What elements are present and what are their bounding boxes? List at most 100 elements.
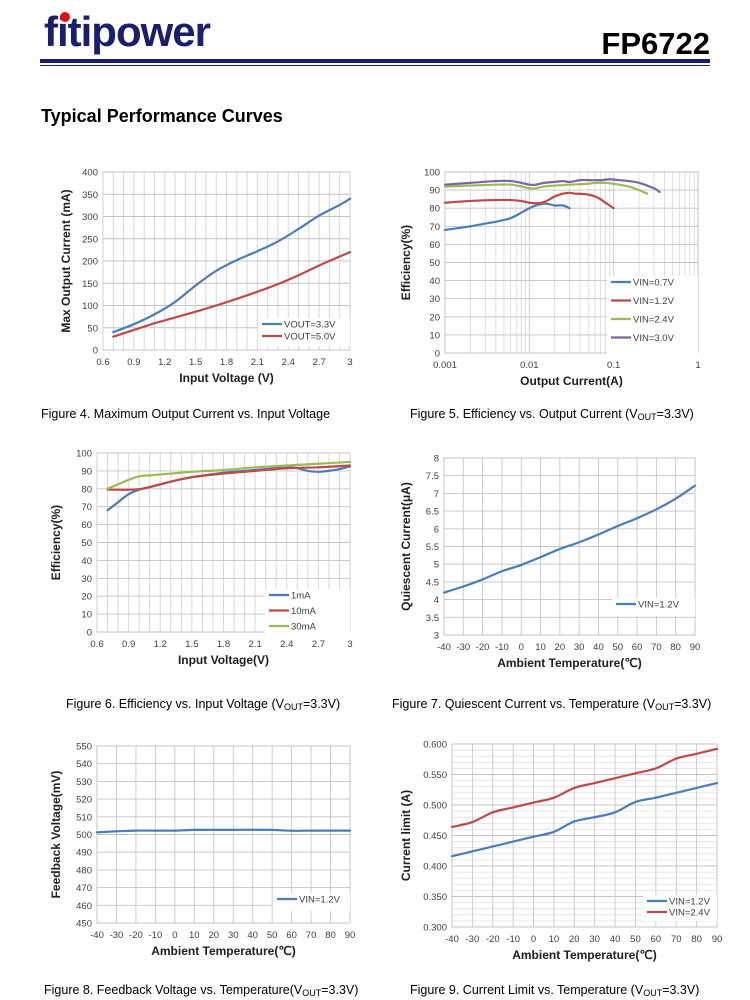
x-tick-label: 2.4	[280, 639, 293, 650]
y-tick-label: 50	[81, 538, 92, 549]
y-tick-label: 20	[429, 312, 440, 323]
y-tick-label: 0.350	[423, 892, 447, 903]
y-tick-label: 460	[76, 901, 92, 912]
x-axis-title: Ambient Temperature(℃)	[497, 656, 642, 670]
header-rule-thin	[40, 65, 710, 66]
y-tick-label: 100	[76, 449, 92, 460]
x-tick-label: 30	[589, 934, 600, 945]
y-tick-label: 60	[81, 520, 92, 531]
y-tick-label: 0.400	[423, 862, 447, 873]
y-tick-label: 40	[429, 276, 440, 287]
x-tick-label: 30	[228, 930, 239, 941]
x-tick-label: 0	[172, 930, 177, 941]
y-tick-label: 450	[76, 919, 92, 930]
x-axis-title: Output Current(A)	[520, 374, 623, 388]
x-tick-label: 70	[306, 930, 317, 941]
y-tick-label: 520	[76, 795, 92, 806]
chart-fig7: 3 3.5 4 4.5 5 5.5 6 6.5 7 7.5 8 -40 -30 -20 -10 0 10 20 30…	[399, 454, 700, 671]
chart-fig5: 0 10 20 30 40 50 60 70 80 90 100 0.001 0.01 0.1 1 Outpu…	[399, 168, 701, 389]
x-tick-label: -40	[445, 934, 459, 945]
x-tick-label: 1	[695, 360, 700, 371]
y-tick-label: 80	[429, 204, 440, 215]
legend-label: VIN=2.4V	[633, 315, 675, 326]
legend-label: 10mA	[291, 606, 316, 617]
y-tick-label: 550	[76, 742, 92, 753]
x-tick-label: 50	[267, 930, 278, 941]
x-tick-label: -40	[437, 642, 451, 653]
y-axis-title: Efficiency(%)	[49, 505, 63, 580]
y-tick-label: 6	[434, 524, 439, 535]
part-number: FP6722	[601, 26, 710, 61]
legend-label: VOUT=5.0V	[284, 332, 336, 343]
x-tick-label: -20	[476, 642, 490, 653]
x-tick-label: 40	[610, 934, 621, 945]
y-tick-label: 0.550	[423, 770, 447, 781]
x-tick-label: -30	[456, 642, 470, 653]
x-tick-label: 60	[651, 934, 662, 945]
y-tick-label: 0.450	[423, 831, 447, 842]
caption-fig9: Figure 9. Current Limit vs. Temperature …	[410, 983, 700, 998]
x-tick-label: 0.01	[520, 360, 539, 371]
y-tick-label: 100	[82, 301, 98, 312]
series-line-vin-0-7v	[443, 202, 571, 232]
x-tick-label: -40	[90, 930, 104, 941]
y-tick-label: 8	[434, 454, 439, 465]
y-tick-label: 0.300	[423, 923, 447, 934]
y-tick-label: 250	[82, 234, 98, 245]
y-axis-title: Current limit (A)	[399, 790, 413, 881]
x-tick-label: 30	[574, 642, 585, 653]
x-tick-label: -10	[506, 934, 520, 945]
legend-label: VIN=0.7V	[633, 278, 675, 289]
y-axis-title: Quiescent Current(μA)	[399, 482, 413, 611]
legend-label: 30mA	[291, 622, 316, 633]
x-tick-label: 60	[286, 930, 297, 941]
series-line-vin-1-2v	[443, 191, 615, 210]
y-axis-title: Feedback Voltage(mV)	[49, 771, 63, 899]
y-tick-label: 510	[76, 812, 92, 823]
x-tick-label: 50	[630, 934, 641, 945]
y-tick-label: 470	[76, 883, 92, 894]
y-tick-label: 10	[429, 330, 440, 341]
y-tick-label: 0	[87, 628, 92, 639]
y-tick-label: 0.500	[423, 801, 447, 812]
legend-label: VIN=1.2V	[669, 897, 711, 908]
y-tick-label: 500	[76, 830, 92, 841]
x-tick-label: 2.1	[251, 357, 264, 368]
y-tick-label: 40	[81, 556, 92, 567]
series-line-vin-2-4v	[450, 747, 719, 829]
series-line-30ma	[106, 460, 352, 490]
section-title: Typical Performance Curves	[41, 106, 283, 126]
x-tick-label: 0.1	[607, 360, 620, 371]
x-tick-label: 0.001	[433, 360, 457, 371]
x-tick-label: 20	[555, 642, 566, 653]
y-tick-label: 10	[81, 610, 92, 621]
series-line-vout-3-3v	[112, 197, 352, 334]
x-tick-label: 90	[345, 930, 356, 941]
y-tick-label: 3	[434, 631, 439, 642]
legend-label: VIN=1.2V	[633, 296, 675, 307]
legend-box	[258, 318, 350, 346]
y-tick-label: 150	[82, 279, 98, 290]
y-tick-label: 70	[81, 502, 92, 513]
legend-box	[265, 589, 350, 640]
x-axis-title: Input Voltage(V)	[178, 653, 269, 667]
x-tick-label: 70	[671, 934, 682, 945]
legend-label: 1mA	[291, 591, 311, 602]
x-tick-label: 3	[347, 357, 352, 368]
x-tick-label: 3	[347, 639, 352, 650]
series-line-10ma	[106, 464, 352, 491]
y-tick-label: 6.5	[426, 507, 439, 518]
x-tick-label: 1.8	[217, 639, 230, 650]
legend-box	[612, 598, 695, 616]
x-tick-label: 1.5	[189, 357, 202, 368]
x-axis-title: Ambient Temperature(℃)	[151, 944, 296, 958]
x-tick-label: -20	[486, 934, 500, 945]
caption-fig4: Figure 4. Maximum Output Current vs. Inp…	[41, 407, 331, 421]
y-tick-label: 4	[434, 595, 439, 606]
x-tick-label: -20	[129, 930, 143, 941]
legend-label: VIN=3.0V	[633, 333, 675, 344]
x-tick-label: 10	[189, 930, 200, 941]
y-tick-label: 4.5	[426, 577, 439, 588]
y-tick-label: 7.5	[426, 471, 439, 482]
